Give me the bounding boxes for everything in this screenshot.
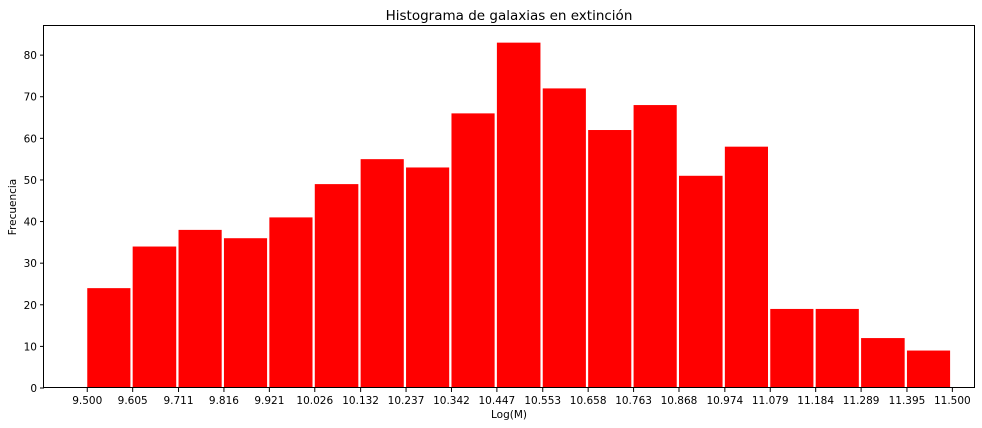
x-tick-label: 9.816 (209, 395, 239, 407)
x-tick-label: 11.289 (843, 395, 880, 407)
x-tick-label: 11.395 (889, 395, 926, 407)
histogram-bar (87, 288, 131, 388)
x-tick-label: 10.658 (570, 395, 607, 407)
histogram-bar (542, 88, 586, 388)
x-tick-label: 10.237 (388, 395, 425, 407)
histogram-bar (314, 184, 359, 388)
x-tick-label: 10.447 (479, 395, 516, 407)
x-tick-label: 10.132 (342, 395, 379, 407)
x-tick-label: 10.026 (296, 395, 333, 407)
histogram-bar (451, 113, 495, 388)
plot-frame (43, 25, 975, 388)
x-axis-ticks: 9.500 9.605 9.711 9.816 9.921 10.026 10.132 10.… (72, 388, 971, 407)
x-tick-label: 9.711 (163, 395, 193, 407)
x-tick-label: 10.974 (706, 395, 743, 407)
histogram-bar (178, 229, 222, 388)
chart-title: Histograma de galaxias en extinción (386, 8, 633, 24)
histogram-bar (633, 105, 677, 388)
y-tick-label: 40 (24, 217, 37, 229)
x-tick-label: 11.079 (752, 395, 789, 407)
x-tick-label: 11.184 (797, 395, 834, 407)
y-tick-label: 50 (24, 175, 37, 187)
histogram-bar (588, 130, 632, 388)
y-axis-label: Frecuencia (7, 179, 19, 236)
x-tick-label: 10.868 (661, 395, 698, 407)
x-tick-label: 10.342 (433, 395, 470, 407)
x-tick-label: 9.605 (118, 395, 148, 407)
histogram-bar (906, 350, 951, 388)
x-tick-label: 11.500 (934, 395, 971, 407)
histogram-bar (724, 146, 768, 388)
y-tick-label: 10 (24, 341, 37, 353)
y-axis-ticks: 0 10 20 30 40 50 60 70 80 (24, 50, 44, 395)
x-tick-label: 9.921 (254, 395, 284, 407)
histogram-bar (679, 175, 723, 388)
x-tick-label: 10.553 (524, 395, 561, 407)
y-tick-label: 0 (30, 383, 37, 395)
histogram-bar (770, 308, 814, 388)
y-tick-label: 60 (24, 133, 37, 145)
histogram-bar (406, 167, 450, 388)
histogram-bar (496, 42, 541, 388)
y-tick-label: 20 (24, 300, 37, 312)
histogram-bar (360, 159, 404, 388)
histogram-bar (269, 217, 313, 388)
x-tick-label: 9.500 (72, 395, 102, 407)
x-axis-label: Log(M) (491, 409, 527, 421)
histogram-bar (815, 308, 859, 388)
y-tick-label: 70 (24, 92, 37, 104)
y-tick-label: 30 (24, 258, 37, 270)
histogram-bar (132, 246, 177, 388)
histogram-bar (223, 238, 268, 388)
x-tick-label: 10.763 (615, 395, 652, 407)
histogram-bar (861, 338, 905, 388)
bars-group (87, 42, 951, 388)
y-tick-label: 80 (24, 50, 37, 62)
